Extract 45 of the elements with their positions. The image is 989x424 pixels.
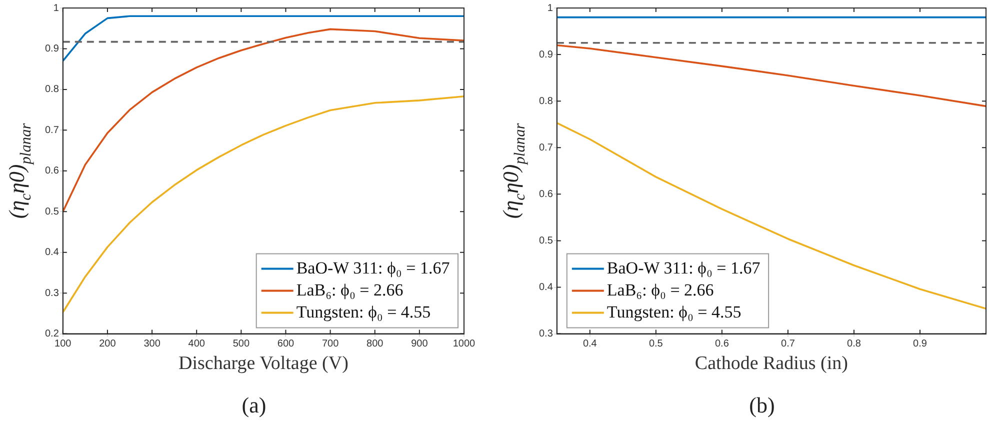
y-axis-title: (ηcη0)planar bbox=[4, 122, 35, 219]
x-tick-label: 700 bbox=[322, 338, 340, 350]
y-tick-label: 0.3 bbox=[44, 288, 60, 299]
x-tick-label: 500 bbox=[232, 338, 250, 350]
x-tick-label: 0.7 bbox=[781, 338, 796, 350]
y-tick-label: 0.8 bbox=[44, 84, 60, 96]
x-tick-label: 100 bbox=[54, 338, 72, 350]
x-tick-label: 0.5 bbox=[648, 338, 664, 350]
x-tick-label: 0.9 bbox=[913, 338, 928, 350]
x-tick-label: 600 bbox=[277, 338, 295, 350]
legend-label: Tungsten: ϕ₀ = 4.55 bbox=[606, 302, 742, 322]
y-tick-label: 0.7 bbox=[44, 124, 60, 136]
legend-label: BaO-W 311: ϕ₀ = 1.67 bbox=[606, 258, 761, 278]
legend-label: LaB₆: ϕ₀ = 2.66 bbox=[606, 280, 714, 300]
x-axis-title: Cathode Radius (in) bbox=[694, 353, 848, 374]
text: (a) bbox=[242, 392, 266, 418]
x-tick-label: 800 bbox=[366, 338, 384, 350]
x-tick-label: 0.4 bbox=[582, 338, 598, 350]
y-tick-label: 0.3 bbox=[538, 328, 554, 340]
y-axis-title: (ηcη0)planar bbox=[498, 122, 529, 219]
y-tick-label: 0.6 bbox=[44, 166, 60, 177]
y-tick-label: 1 bbox=[53, 2, 60, 14]
x-tick-label: 400 bbox=[188, 338, 206, 350]
y-tick-label: 0.4 bbox=[44, 247, 60, 258]
y-tick-label: 0.8 bbox=[538, 96, 554, 107]
y-tick-label: 0.2 bbox=[44, 328, 60, 340]
x-tick-label: 200 bbox=[99, 338, 116, 350]
legend-label: Tungsten: ϕ₀ = 4.55 bbox=[296, 302, 431, 322]
x-tick-label: 900 bbox=[411, 338, 428, 350]
x-tick-label: 0.8 bbox=[847, 338, 862, 350]
y-tick-label: 0.9 bbox=[538, 49, 554, 60]
y-tick-label: 0.6 bbox=[538, 188, 554, 200]
y-tick-label: 1 bbox=[547, 2, 554, 14]
text: (b) bbox=[749, 392, 775, 418]
legend-label: BaO-W 311: ϕ₀ = 1.67 bbox=[296, 258, 450, 278]
x-axis-title: Discharge Voltage (V) bbox=[178, 353, 348, 374]
x-tick-label: 300 bbox=[144, 338, 161, 350]
legend-label: LaB₆: ϕ₀ = 2.66 bbox=[296, 280, 404, 300]
x-tick-label: 0.6 bbox=[714, 338, 730, 350]
x-tick-label: 1000 bbox=[452, 338, 476, 350]
y-tick-label: 0.5 bbox=[538, 235, 554, 246]
y-tick-label: 0.9 bbox=[44, 43, 60, 54]
y-tick-label: 0.4 bbox=[538, 282, 554, 294]
y-tick-label: 0.7 bbox=[538, 142, 554, 154]
y-tick-label: 0.5 bbox=[44, 206, 60, 218]
